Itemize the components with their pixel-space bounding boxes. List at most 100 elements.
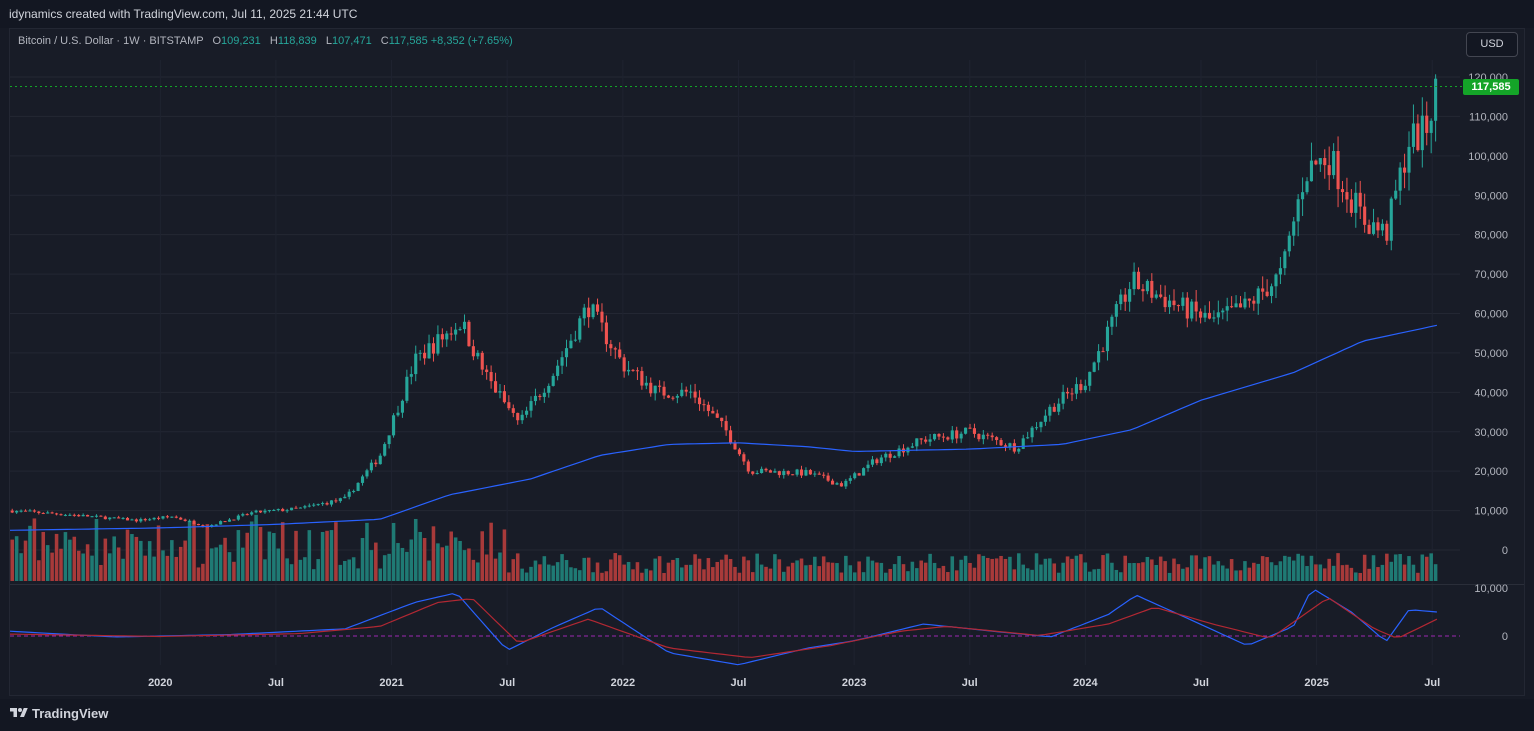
candle-body — [1079, 384, 1083, 391]
volume-bar — [586, 557, 591, 581]
candle-body — [245, 514, 249, 516]
volume-bar — [981, 555, 986, 581]
candle-body — [427, 343, 431, 359]
candle-body — [968, 427, 972, 429]
volume-bar — [63, 532, 68, 581]
time-tick-label: Jul — [1424, 677, 1440, 689]
candle-body — [1123, 294, 1127, 302]
volume-bar — [174, 556, 179, 581]
volume-bar — [196, 567, 201, 581]
candle-body — [440, 334, 444, 340]
candle-body — [1252, 300, 1256, 304]
candle-body — [924, 439, 928, 442]
candle-body — [1327, 165, 1331, 176]
candle-body — [241, 514, 245, 516]
candle-body — [343, 496, 347, 499]
volume-bar — [214, 547, 218, 581]
candle-body — [791, 474, 795, 476]
volume-bar — [666, 562, 671, 581]
volume-bar — [737, 572, 742, 581]
volume-bar — [985, 557, 990, 581]
volume-bar — [280, 522, 285, 581]
candle-body — [977, 433, 981, 440]
volume-bar — [1101, 555, 1105, 581]
volume-bar — [959, 559, 963, 581]
volume-bar — [538, 564, 542, 581]
volume-bar — [1371, 555, 1376, 581]
candle-body — [1376, 222, 1380, 231]
volume-bar — [267, 531, 272, 581]
volume-bar — [529, 566, 533, 581]
volume-bar — [733, 566, 737, 581]
candle-body — [760, 468, 764, 473]
volume-bar — [1008, 556, 1012, 581]
candle-body — [392, 415, 396, 436]
candle-body — [773, 471, 777, 473]
candle-body — [1097, 351, 1101, 363]
volume-bar — [671, 559, 675, 581]
header-bar: idynamics created with TradingView.com, … — [0, 0, 1534, 28]
candle-body — [1434, 78, 1438, 121]
candle-body — [1048, 406, 1052, 416]
candle-body — [99, 515, 103, 517]
volume-bar — [1176, 564, 1181, 581]
candle-body — [1238, 303, 1243, 308]
candle-body — [476, 352, 480, 357]
volume-bar — [1154, 564, 1159, 581]
volume-bar — [773, 554, 777, 581]
volume-bar — [1132, 563, 1136, 581]
candle-body — [1420, 115, 1424, 151]
chart-canvas[interactable]: 0 10,000 20,000 30,000 40,000 50,000 60,000 70,… — [0, 0, 1534, 699]
candle-body — [272, 510, 276, 512]
volume-bar — [866, 556, 870, 581]
candle-body — [1261, 288, 1265, 292]
candle-body — [866, 464, 870, 469]
volume-bar — [325, 530, 329, 581]
price-tick-label: 100,000 — [1468, 151, 1508, 163]
volume-bar — [1203, 557, 1207, 581]
volume-bar — [963, 555, 968, 581]
volume-bar — [289, 564, 294, 581]
volume-bar — [68, 539, 72, 581]
candle-body — [1429, 120, 1433, 133]
volume-bar — [32, 518, 37, 581]
candle-body — [582, 307, 586, 319]
volume-bar — [578, 570, 582, 581]
volume-bar — [560, 554, 564, 581]
tradingview-brand[interactable]: TradingView — [32, 706, 109, 721]
volume-bar — [1105, 553, 1110, 581]
volume-bar — [116, 547, 121, 581]
currency-button[interactable]: USD — [1466, 32, 1518, 57]
candle-body — [498, 391, 502, 393]
volume-bar — [103, 538, 108, 581]
volume-bar — [950, 556, 955, 581]
candle-body — [290, 507, 294, 511]
candle-body — [964, 427, 968, 434]
volume-bar — [1061, 562, 1065, 581]
candle-body — [130, 519, 134, 521]
volume-bar — [626, 561, 631, 581]
candle-body — [1349, 199, 1353, 213]
candle-body — [1212, 317, 1216, 319]
candle-body — [870, 459, 875, 465]
candle-body — [928, 439, 932, 442]
volume-bar — [307, 530, 312, 581]
candle-body — [192, 520, 196, 524]
candle-body — [618, 349, 622, 358]
volume-bar — [555, 562, 560, 581]
volume-bar — [1074, 555, 1079, 581]
volume-bar — [152, 556, 156, 581]
candle-body — [671, 397, 675, 399]
candle-body — [684, 389, 688, 392]
volume-bar — [1367, 568, 1371, 581]
tradingview-logo-icon[interactable] — [10, 706, 28, 720]
volume-bar — [1362, 554, 1367, 581]
candle-body — [999, 440, 1003, 446]
symbol-label: Bitcoin / U.S. Dollar · 1W · BITSTAMP — [18, 35, 204, 47]
candle-body — [1283, 251, 1287, 269]
credit-text: idynamics created with TradingView.com, … — [9, 7, 358, 21]
volume-bar — [1278, 561, 1283, 581]
volume-bar — [263, 559, 267, 581]
volume-bar — [1349, 567, 1354, 581]
candle-body — [108, 517, 112, 520]
